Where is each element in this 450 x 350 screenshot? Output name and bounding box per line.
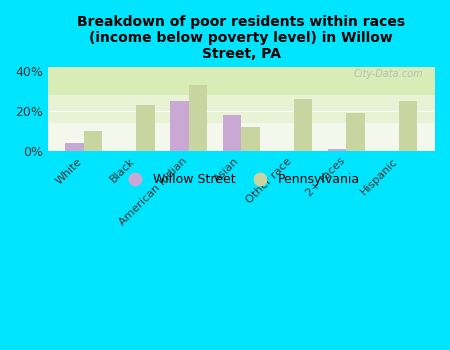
Bar: [294, 99, 312, 151]
Bar: [328, 149, 346, 151]
Bar: [48, 123, 435, 151]
Bar: [241, 127, 260, 151]
Text: City-Data.com: City-Data.com: [354, 69, 423, 79]
Bar: [136, 105, 155, 151]
Bar: [48, 95, 435, 123]
Bar: [65, 143, 84, 151]
Bar: [48, 67, 435, 95]
Bar: [84, 131, 102, 151]
Bar: [223, 115, 241, 151]
Title: Breakdown of poor residents within races
(income below poverty level) in Willow
: Breakdown of poor residents within races…: [77, 15, 405, 61]
Legend: Willow Street, Pennsylvania: Willow Street, Pennsylvania: [118, 168, 365, 191]
Bar: [346, 113, 365, 151]
Bar: [399, 101, 418, 151]
Bar: [189, 85, 207, 151]
Bar: [171, 101, 189, 151]
